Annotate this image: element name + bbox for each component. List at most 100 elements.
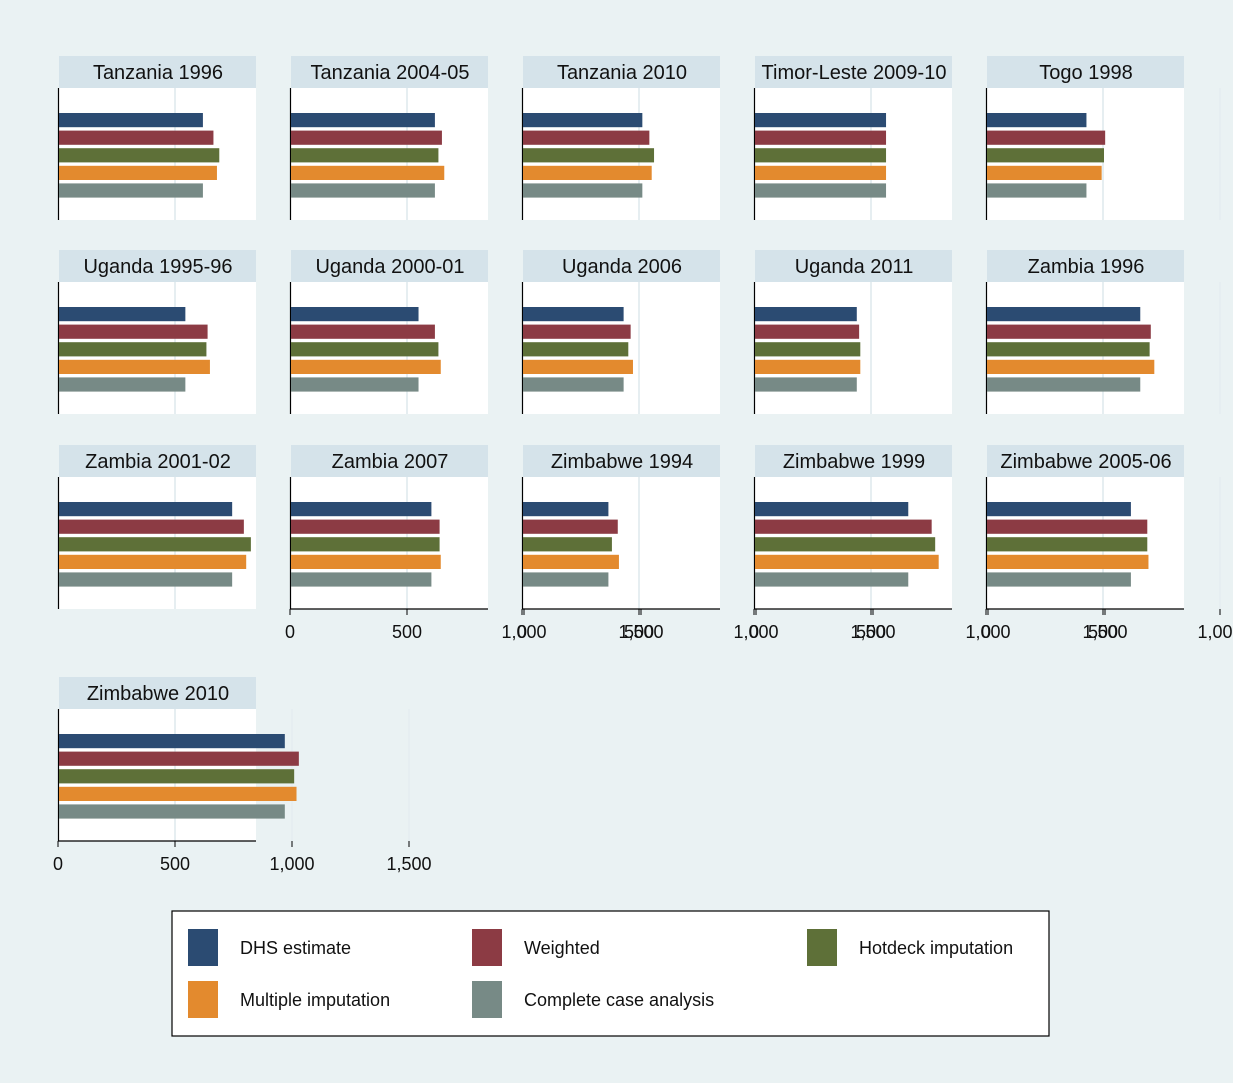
bar bbox=[755, 324, 860, 339]
bar bbox=[291, 130, 442, 145]
x-tick-label: 500 bbox=[160, 854, 190, 874]
panel-header bbox=[291, 56, 488, 88]
x-tick-label: 1,000 bbox=[501, 622, 546, 642]
panel-header bbox=[523, 445, 720, 477]
bar bbox=[987, 307, 1141, 322]
x-tick-label: 1,000 bbox=[269, 854, 314, 874]
panel-title: Zimbabwe 1994 bbox=[551, 451, 693, 473]
bar bbox=[523, 307, 624, 322]
bar bbox=[523, 359, 633, 374]
panel: Uganda 2011 bbox=[753, 250, 1106, 414]
bar bbox=[59, 502, 233, 517]
bar bbox=[987, 148, 1104, 163]
bar bbox=[523, 130, 650, 145]
legend-swatch bbox=[807, 929, 837, 966]
panel: Zimbabwe 2010 0 500 1,000 1,500 bbox=[53, 677, 432, 874]
legend-label: Hotdeck imputation bbox=[859, 938, 1013, 958]
panel-title: Zimbabwe 1999 bbox=[783, 451, 925, 473]
bar bbox=[59, 786, 297, 801]
bar bbox=[755, 537, 936, 552]
bar bbox=[755, 377, 857, 392]
x-tick-label: 1,000 bbox=[965, 622, 1010, 642]
panel-header bbox=[59, 677, 256, 709]
bar bbox=[987, 572, 1131, 587]
bar bbox=[291, 165, 445, 180]
bar bbox=[987, 519, 1148, 534]
panel-header bbox=[291, 445, 488, 477]
bar bbox=[755, 519, 932, 534]
bar bbox=[523, 148, 655, 163]
x-tick-label: 0 bbox=[981, 622, 991, 642]
x-tick-label: 0 bbox=[517, 622, 527, 642]
panel-title: Tanzania 2004-05 bbox=[310, 62, 469, 84]
panel-header bbox=[523, 250, 720, 282]
legend-swatch bbox=[472, 981, 502, 1018]
panel: Zimbabwe 1994 0 500 1,000 1,500 bbox=[517, 445, 896, 642]
bar bbox=[59, 769, 295, 784]
panel: Uganda 2006 bbox=[521, 250, 874, 414]
panel-header bbox=[523, 56, 720, 88]
panel-header bbox=[755, 56, 952, 88]
bar bbox=[755, 342, 861, 357]
panel-title: Tanzania 1996 bbox=[93, 62, 223, 84]
bar bbox=[59, 165, 217, 180]
bar bbox=[291, 537, 440, 552]
panel: Togo 1998 bbox=[985, 56, 1221, 220]
panel: Zambia 2007 0 500 1,000 1,500 bbox=[285, 445, 664, 642]
panel-title: Timor-Leste 2009-10 bbox=[762, 62, 947, 84]
bar bbox=[59, 804, 285, 819]
panel-header bbox=[59, 445, 256, 477]
bar bbox=[523, 113, 643, 128]
panel-grid: Tanzania 1996 Tanzania 2004-05 Tanzania 20… bbox=[53, 56, 1233, 874]
bar bbox=[987, 165, 1102, 180]
bar bbox=[291, 148, 439, 163]
bar bbox=[523, 183, 643, 198]
panel-title: Togo 1998 bbox=[1039, 62, 1132, 84]
bar bbox=[755, 359, 861, 374]
bar bbox=[755, 307, 857, 322]
bar bbox=[59, 183, 203, 198]
bar bbox=[59, 751, 299, 766]
bar bbox=[523, 572, 609, 587]
x-tick-label: 0 bbox=[53, 854, 63, 874]
bar bbox=[987, 130, 1106, 145]
bar bbox=[987, 324, 1151, 339]
legend-label: Multiple imputation bbox=[240, 990, 390, 1010]
x-tick-label: 1,500 bbox=[386, 854, 431, 874]
x-tick-label: 500 bbox=[392, 622, 422, 642]
panel: Uganda 2000-01 bbox=[289, 250, 642, 414]
panel: Zimbabwe 2005-06 0 500 1,000 1,500 bbox=[981, 445, 1233, 642]
bar bbox=[59, 130, 214, 145]
bar bbox=[291, 554, 441, 569]
legend-box bbox=[171, 910, 1050, 1037]
bar bbox=[59, 572, 233, 587]
panel-header bbox=[755, 445, 952, 477]
panel: Tanzania 2004-05 bbox=[289, 56, 642, 220]
panel-title: Uganda 1995-96 bbox=[83, 256, 232, 278]
bar bbox=[755, 502, 909, 517]
panel-header bbox=[987, 250, 1184, 282]
bar bbox=[987, 554, 1149, 569]
panel-title: Zambia 1996 bbox=[1028, 256, 1145, 278]
panel-title: Zimbabwe 2005-06 bbox=[1000, 451, 1171, 473]
bar bbox=[523, 324, 631, 339]
panel-title: Zimbabwe 2010 bbox=[87, 683, 229, 705]
bar bbox=[59, 359, 210, 374]
bar bbox=[523, 519, 618, 534]
bar bbox=[59, 148, 220, 163]
bar bbox=[523, 537, 612, 552]
legend: DHS estimate Weighted Hotdeck imputation Mu… bbox=[171, 910, 1050, 1037]
panel-title: Zambia 2007 bbox=[332, 451, 449, 473]
bar bbox=[987, 537, 1148, 552]
legend-swatch bbox=[188, 929, 218, 966]
legend-label: Weighted bbox=[524, 938, 600, 958]
bar bbox=[291, 324, 435, 339]
x-tick-label: 500 bbox=[856, 622, 886, 642]
bar bbox=[523, 342, 629, 357]
panel: Zambia 2001-02 bbox=[57, 445, 410, 609]
bar bbox=[59, 537, 251, 552]
x-tick-label: 1,000 bbox=[733, 622, 778, 642]
bar bbox=[755, 554, 939, 569]
bar bbox=[291, 307, 419, 322]
